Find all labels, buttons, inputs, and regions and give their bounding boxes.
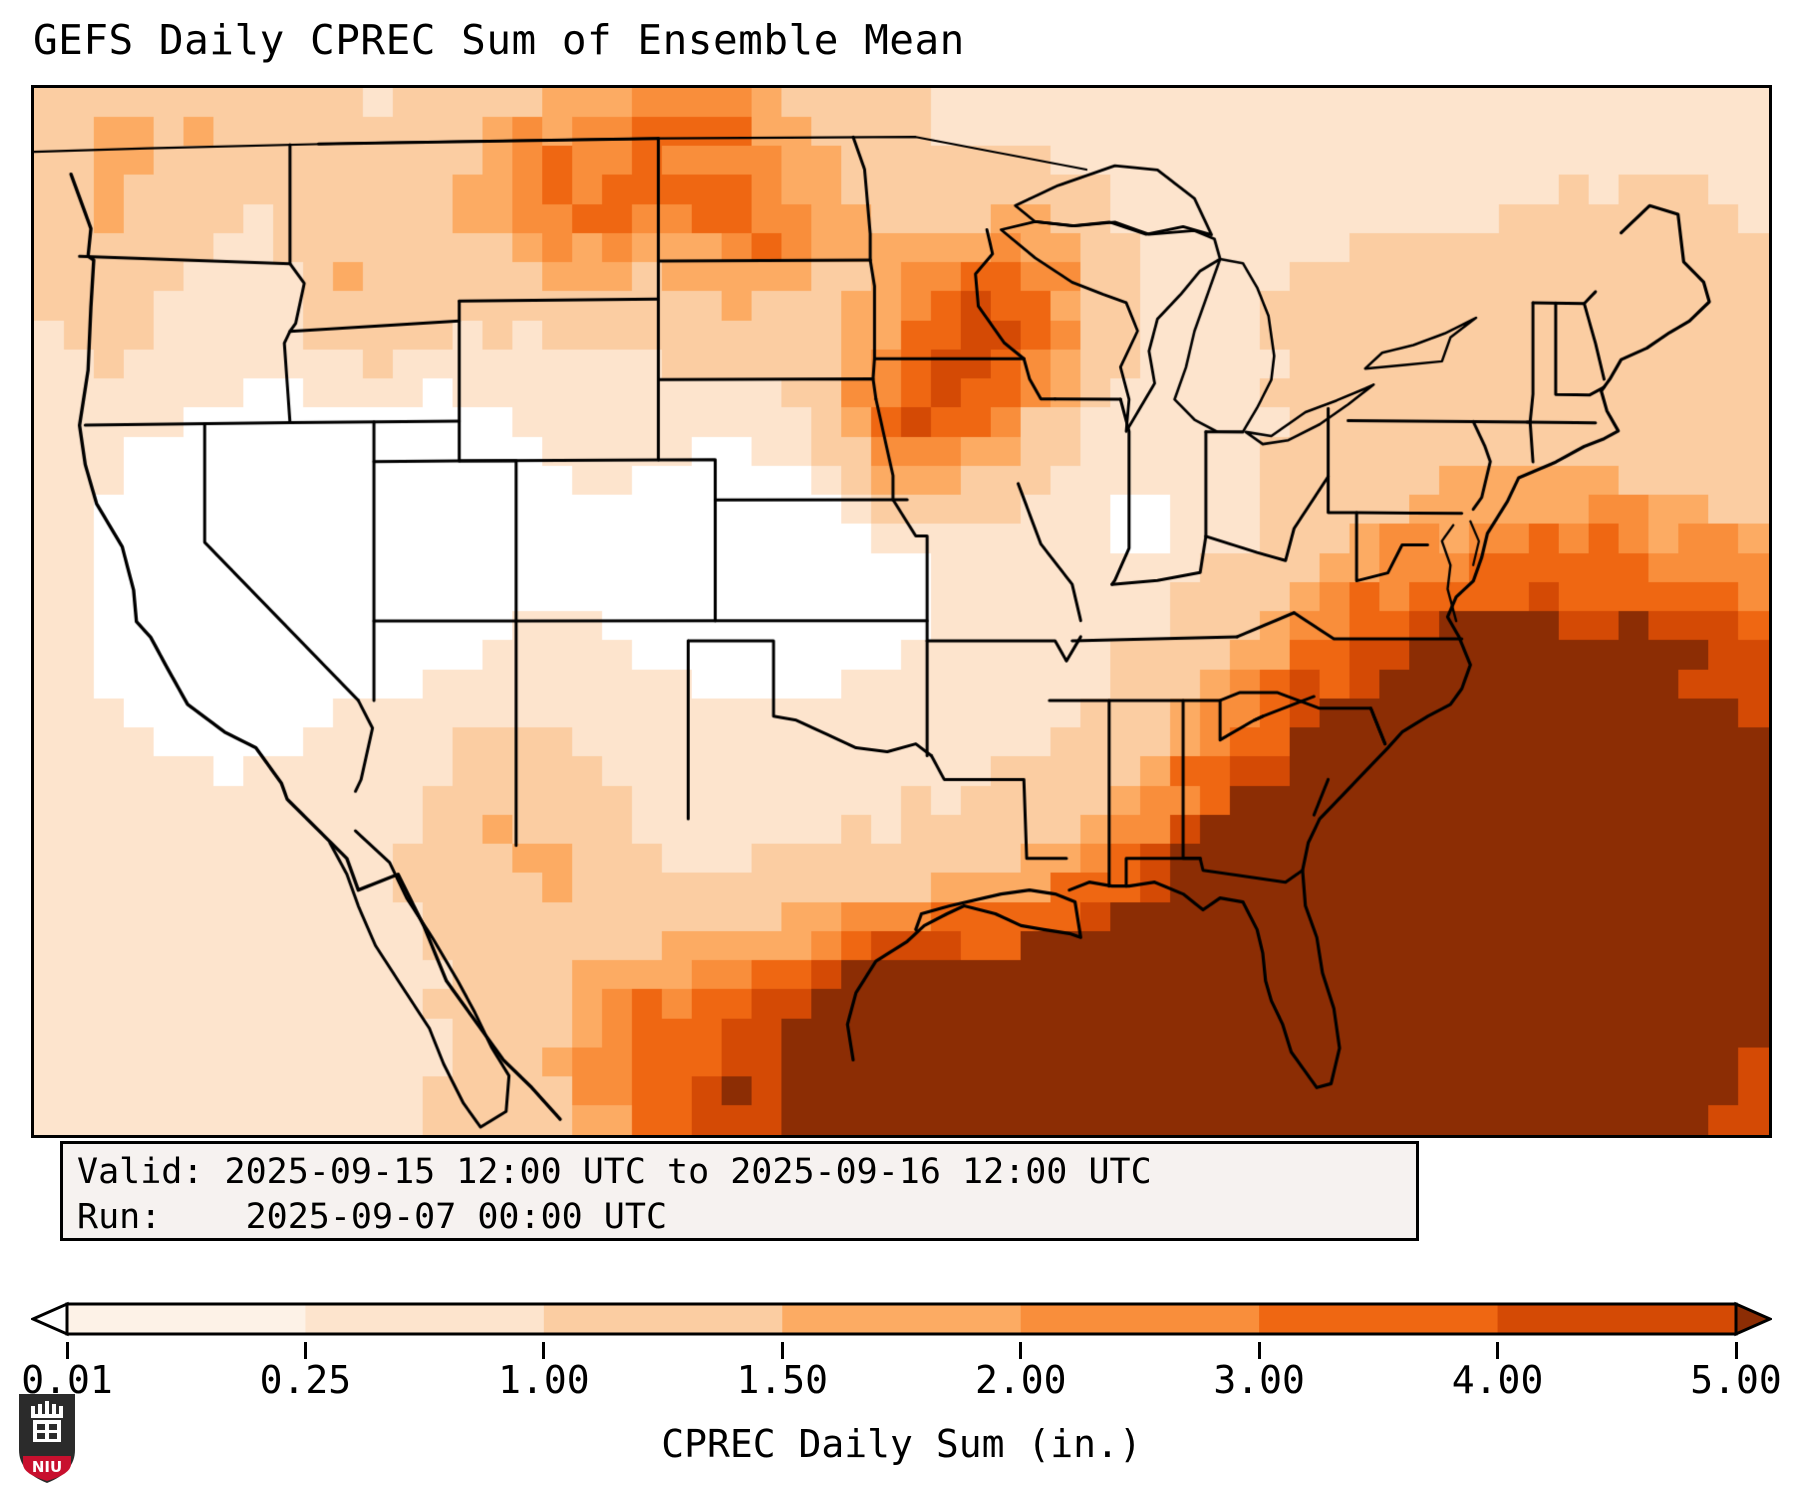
colorbar-segment — [543, 1304, 783, 1334]
colorbar-tick — [1734, 1342, 1738, 1359]
niu-logo-text: NIU — [32, 1458, 62, 1476]
colorbar-tick — [1019, 1342, 1023, 1359]
colorbar-segment — [305, 1304, 545, 1334]
colorbar-tick — [542, 1342, 546, 1359]
colorbar-tick-label: 1.00 — [498, 1358, 590, 1402]
colorbar-under-arrow — [31, 1301, 69, 1337]
colorbar-over-arrow — [1734, 1301, 1772, 1337]
colorbar-tick — [1257, 1342, 1261, 1359]
colorbar-tick-label: 0.25 — [259, 1358, 352, 1402]
colorbar-tick-label: 2.00 — [974, 1358, 1067, 1402]
colorbar-tick-label: 5.00 — [1690, 1358, 1782, 1402]
colorbar-segment — [67, 1304, 307, 1334]
colorbar-segment — [782, 1304, 1022, 1334]
colorbar-segment — [1497, 1304, 1737, 1334]
colorbar-tick — [1496, 1342, 1500, 1359]
colorbar-tick-label: 1.50 — [736, 1358, 829, 1402]
colorbar-ticks — [31, 1342, 1772, 1360]
colorbar-segment — [1020, 1304, 1260, 1334]
colorbar-tick — [65, 1342, 69, 1359]
colorbar-svg[interactable] — [31, 1296, 1772, 1342]
niu-logo: NIU — [19, 1394, 75, 1483]
colorbar-segment — [1259, 1304, 1499, 1334]
colorbar-tick — [303, 1342, 307, 1359]
precipitation-map-canvas[interactable] — [34, 88, 1769, 1135]
valid-time-line: Valid: 2025-09-15 12:00 UTC to 2025-09-1… — [77, 1152, 1152, 1192]
colorbar-tick-label: 3.00 — [1213, 1358, 1305, 1402]
run-time-line: Run: 2025-09-07 00:00 UTC — [77, 1197, 668, 1237]
colorbar-tick — [780, 1342, 784, 1359]
page-title: GEFS Daily CPREC Sum of Ensemble Mean — [33, 16, 965, 64]
colorbar-axis-label: CPREC Daily Sum (in.) — [661, 1422, 1142, 1466]
valid-run-info-box: Valid: 2025-09-15 12:00 UTC to 2025-09-1… — [60, 1141, 1419, 1241]
map-panel[interactable] — [31, 85, 1772, 1138]
colorbar[interactable] — [31, 1296, 1772, 1342]
colorbar-tick-labels: 0.01 0.25 1.00 1.50 2.00 3.00 4.00 5.00 — [0, 1358, 1803, 1410]
colorbar-tick-label: 4.00 — [1451, 1358, 1544, 1402]
